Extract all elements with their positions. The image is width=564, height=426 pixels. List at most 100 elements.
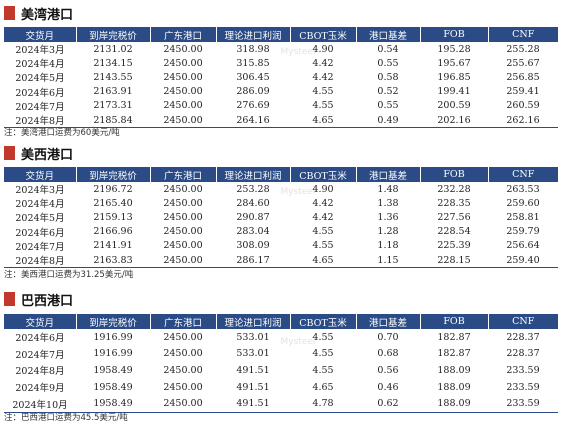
- table-cell: 2450.00: [163, 364, 203, 376]
- header-cell: 理论进口利润: [215, 314, 290, 329]
- table-row: 2024年8月 2185.84 2450.00 264.16 4.65 0.49 202.1…: [4, 112, 558, 129]
- table-cell: 1.48: [377, 183, 399, 195]
- table-row: 2024年9月 1958.49 2450.00 491.51 4.65 0.46 188.0…: [4, 379, 558, 396]
- section-title-text: 美湾港口: [21, 7, 74, 23]
- table-cell: 199.41: [437, 86, 471, 98]
- table-cell: 4.65: [312, 381, 334, 393]
- table-row: 2024年8月 1958.49 2450.00 491.51 4.55 0.56 188.0…: [4, 362, 558, 379]
- table-cell: 4.55: [312, 364, 334, 376]
- table-row: 2024年4月 2165.40 2450.00 284.60 4.42 1.38 228.3…: [4, 196, 558, 211]
- table-cell: 318.98: [236, 43, 270, 55]
- table-cell: 233.59: [488, 395, 558, 413]
- table-cell: 2024年7月: [15, 101, 65, 113]
- table-cell: 262.16: [488, 112, 558, 129]
- table-cell: 259.79: [506, 226, 540, 238]
- table-cell: 0.54: [377, 43, 399, 55]
- table-row: 2024年5月 2143.55 2450.00 306.45 4.42 0.58 196.8…: [4, 70, 558, 85]
- table-cell: 255.67: [506, 57, 540, 69]
- section-title: 巴西港口: [4, 290, 73, 309]
- table-cell: 228.35: [437, 197, 471, 209]
- table-cell: 259.60: [506, 197, 540, 209]
- header-cell: FOB: [419, 27, 488, 42]
- table-cell: 308.09: [236, 240, 270, 252]
- table-cell: 2024年7月: [15, 349, 65, 361]
- table-cell: 2450.00: [150, 252, 216, 269]
- table-cell: 228.37: [506, 331, 540, 343]
- table-cell: 182.87: [437, 348, 471, 360]
- table-cell: 315.85: [236, 57, 270, 69]
- table-cell: 2024年4月: [15, 59, 65, 71]
- table-cell: 227.56: [437, 211, 471, 223]
- table-cell: 188.09: [420, 395, 488, 413]
- table-cell: 0.52: [377, 86, 399, 98]
- freight-note: 注：巴西港口运费为45.5美元/吨: [4, 413, 128, 423]
- table-cell: 4.55: [312, 331, 334, 343]
- table-cell: 491.51: [236, 381, 270, 393]
- table-cell: 2131.02: [93, 43, 133, 55]
- header-cell: 到岸完税价: [75, 167, 150, 182]
- header-cell: 广东港口: [149, 314, 216, 329]
- table-cell: 2159.13: [93, 211, 133, 223]
- table-row: 2024年6月 1916.99 2450.00 533.01 4.55 0.70 182.8…: [4, 329, 558, 346]
- section-title: 美湾港口: [4, 4, 74, 23]
- port-table: 交货月 到岸完税价 广东港口 理论进口利润 CBOT玉米 港口基差 FOB CN…: [4, 27, 558, 129]
- table-header-row: 交货月 到岸完税价 广东港口 理论进口利润 CBOT玉米 港口基差 FOB CN…: [4, 314, 558, 329]
- table-cell: 2450.00: [163, 71, 203, 83]
- table-cell: 306.45: [236, 71, 270, 83]
- table-cell: 1958.49: [76, 395, 150, 413]
- table-header-row: 交货月 到岸完税价 广东港口 理论进口利润 CBOT玉米 港口基差 FOB CN…: [4, 167, 558, 182]
- table-cell: 2134.15: [93, 57, 133, 69]
- table-cell: 4.90: [312, 183, 334, 195]
- table-cell: 255.28: [506, 43, 540, 55]
- table-cell: 0.49: [356, 112, 420, 129]
- table-cell: 2024年3月: [15, 45, 65, 57]
- table-row: 2024年8月 2163.83 2450.00 286.17 4.65 1.15 228.1…: [4, 252, 558, 269]
- table-cell: 2450.00: [163, 226, 203, 238]
- table-cell: 0.55: [377, 100, 399, 112]
- table-cell: 2450.00: [163, 100, 203, 112]
- table-cell: 225.39: [437, 240, 471, 252]
- table-cell: 195.67: [437, 57, 471, 69]
- table-cell: 228.15: [420, 252, 488, 269]
- table-cell: 1958.49: [93, 381, 133, 393]
- table-cell: 491.51: [216, 395, 290, 413]
- header-cell: CNF: [487, 167, 558, 182]
- table-cell: 2024年8月: [15, 366, 65, 378]
- table-cell: 4.65: [290, 252, 356, 269]
- table-cell: 233.59: [506, 364, 540, 376]
- table-cell: 4.55: [312, 348, 334, 360]
- table-cell: 2185.84: [76, 112, 150, 129]
- table-cell: 228.37: [506, 348, 540, 360]
- header-cell: 到岸完税价: [75, 27, 150, 42]
- table-cell: 4.65: [290, 112, 356, 129]
- table-cell: 0.62: [356, 395, 420, 413]
- table-cell: 1.18: [377, 240, 399, 252]
- table-cell: 2196.72: [93, 183, 133, 195]
- table-cell: 202.16: [420, 112, 488, 129]
- table-cell: 260.59: [506, 100, 540, 112]
- table-cell: 0.56: [377, 364, 399, 376]
- table-cell: 4.78: [290, 395, 356, 413]
- table-cell: 1.36: [377, 211, 399, 223]
- header-cell: 广东港口: [149, 27, 216, 42]
- table-row: 2024年5月 2159.13 2450.00 290.87 4.42 1.36 227.5…: [4, 210, 558, 225]
- header-cell: 港口基差: [355, 314, 420, 329]
- table-cell: 200.59: [437, 100, 471, 112]
- table-cell: 2450.00: [163, 57, 203, 69]
- header-cell: 理论进口利润: [215, 27, 290, 42]
- table-cell: 253.28: [236, 183, 270, 195]
- table-cell: 0.58: [377, 71, 399, 83]
- table-cell: 4.42: [312, 197, 334, 209]
- table-cell: 2024年6月: [15, 333, 65, 345]
- header-cell: 港口基差: [355, 167, 420, 182]
- table-cell: 2450.00: [163, 197, 203, 209]
- table-cell: 283.04: [236, 226, 270, 238]
- table-cell: 188.09: [437, 364, 471, 376]
- table-cell: 284.60: [236, 197, 270, 209]
- table-cell: 2024年10月: [4, 395, 76, 413]
- section-marker-icon: [4, 146, 15, 160]
- table-row: 2024年10月 1958.49 2450.00 491.51 4.78 0.62 188.…: [4, 395, 558, 413]
- table-cell: 1916.99: [93, 331, 133, 343]
- table-cell: 2450.00: [163, 381, 203, 393]
- table-cell: 2141.91: [93, 240, 133, 252]
